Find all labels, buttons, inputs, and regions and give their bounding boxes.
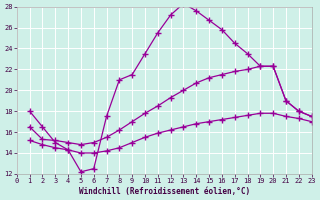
X-axis label: Windchill (Refroidissement éolien,°C): Windchill (Refroidissement éolien,°C) [79,187,250,196]
